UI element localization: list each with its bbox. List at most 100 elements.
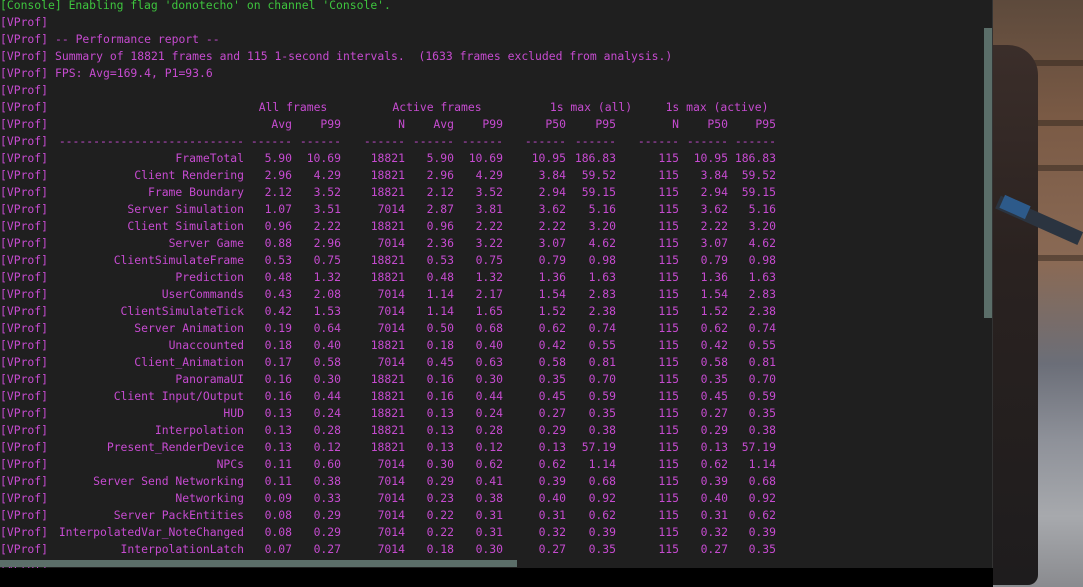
metric-value: 7014 [377,287,405,301]
metric-value: 0.44 [475,389,503,403]
vprof-prefix: [VProf] [0,49,49,63]
vprof-prefix: [VProf] [0,185,49,199]
metric-value: 57.19 [581,440,616,454]
separator-row: [VProf] --------------------------- ------… [0,133,776,150]
metric-value: 59.15 [581,185,616,199]
table-row: [VProf] InterpolationLatch 0.07 0.27 7014 0.1… [0,541,776,558]
metric-value: 0.31 [700,508,728,522]
metric-name: PanoramaUI [175,372,244,386]
metric-name: Interpolation [154,423,244,437]
console-input-bar[interactable] [0,568,992,587]
metric-value: 0.38 [748,423,776,437]
metric-value: 0.27 [538,542,566,556]
metric-value: 3.62 [700,202,728,216]
metric-value: 18821 [370,185,405,199]
metric-value: 1.65 [475,304,503,318]
metric-value: 0.59 [748,389,776,403]
metric-value: 7014 [377,304,405,318]
vprof-prefix: [VProf] [0,117,49,131]
metric-name: Networking [175,491,244,505]
metric-value: 1.14 [588,457,616,471]
metric-value: 0.33 [313,491,341,505]
metric-value: 7014 [377,491,405,505]
column-header: P50 [545,117,566,131]
metric-value: 0.68 [748,474,776,488]
metric-value: 1.07 [264,202,292,216]
vprof-prefix: [VProf] [0,202,49,216]
vprof-prefix: [VProf] [0,338,49,352]
metric-value: 2.94 [538,185,566,199]
metric-value: 0.35 [700,372,728,386]
metric-value: 0.62 [475,457,503,471]
metric-value: 0.62 [538,321,566,335]
metric-value: 0.07 [264,542,292,556]
metric-value: 0.35 [588,542,616,556]
metric-value: 2.96 [313,236,341,250]
vprof-prefix: [VProf] [0,372,49,386]
vertical-scrollbar[interactable] [984,28,992,318]
separator-dashes: ------ [299,134,341,148]
metric-value: 115 [658,457,679,471]
metric-value: 0.58 [700,355,728,369]
metric-value: 2.36 [426,236,454,250]
metric-value: 0.79 [700,253,728,267]
metric-value: 115 [658,202,679,216]
vprof-line: [VProf] Summary of 18821 frames and 115 1… [0,48,672,65]
metric-name: Server Animation [134,321,244,335]
metric-value: 0.27 [538,406,566,420]
metric-value: 10.95 [531,151,566,165]
vprof-prefix: [VProf] [0,168,49,182]
table-row: [VProf] Server Send Networking 0.11 0.38 701… [0,473,776,490]
metric-value: 7014 [377,474,405,488]
metric-value: 0.45 [700,389,728,403]
table-row: [VProf] Present_RenderDevice 0.13 0.12 18821… [0,439,776,456]
vprof-prefix: [VProf] [0,304,49,318]
metric-value: 0.35 [538,372,566,386]
metric-value: 2.22 [538,219,566,233]
table-row: [VProf] Server PackEntities 0.08 0.29 7014 0.… [0,507,776,524]
metric-value: 3.52 [313,185,341,199]
metric-value: 0.13 [426,406,454,420]
metric-value: 4.29 [313,168,341,182]
metric-value: 0.08 [264,508,292,522]
metric-value: 0.41 [475,474,503,488]
table-row: [VProf] Client Input/Output 0.16 0.44 18821 0… [0,388,776,405]
column-header: P95 [595,117,616,131]
metric-value: 0.30 [475,542,503,556]
metric-value: 0.62 [538,457,566,471]
table-row: [VProf] Client_Animation 0.17 0.58 7014 0.45 0… [0,354,776,371]
vprof-prefix: [VProf] [0,542,49,556]
vprof-prefix: [VProf] [0,389,49,403]
metric-value: 7014 [377,355,405,369]
metric-value: 0.62 [700,457,728,471]
vprof-prefix: [VProf] [0,15,49,29]
metric-name: ClientSimulateTick [120,304,244,318]
metric-value: 1.14 [426,304,454,318]
table-row: [VProf] Frame Boundary 2.12 3.52 18821 2.12 3.… [0,184,776,201]
metric-value: 0.13 [264,440,292,454]
metric-value: 7014 [377,542,405,556]
horizontal-scrollbar[interactable] [0,560,517,567]
metric-value: 2.87 [426,202,454,216]
metric-value: 0.12 [313,440,341,454]
metric-value: 0.38 [475,491,503,505]
metric-value: 0.16 [264,389,292,403]
metric-value: 0.30 [313,372,341,386]
metric-value: 0.30 [426,457,454,471]
metric-value: 1.63 [588,270,616,284]
vprof-prefix: [VProf] [0,219,49,233]
metric-value: 0.38 [313,474,341,488]
metric-value: 18821 [370,423,405,437]
metric-value: 1.14 [426,287,454,301]
metric-value: 115 [658,321,679,335]
metric-name: Server Send Networking [93,474,244,488]
metric-value: 0.12 [475,440,503,454]
vprof-line-text: -- Performance report -- [55,32,220,46]
metric-value: 4.29 [475,168,503,182]
metric-value: 115 [658,236,679,250]
group-header: 1s max (active) [665,100,769,114]
console-message: [Console] Enabling flag 'donotecho' on c… [0,0,391,14]
table-row: [VProf] Client Simulation 0.96 2.22 18821 0.9… [0,218,776,235]
metric-value: 115 [658,253,679,267]
metric-value: 1.32 [313,270,341,284]
